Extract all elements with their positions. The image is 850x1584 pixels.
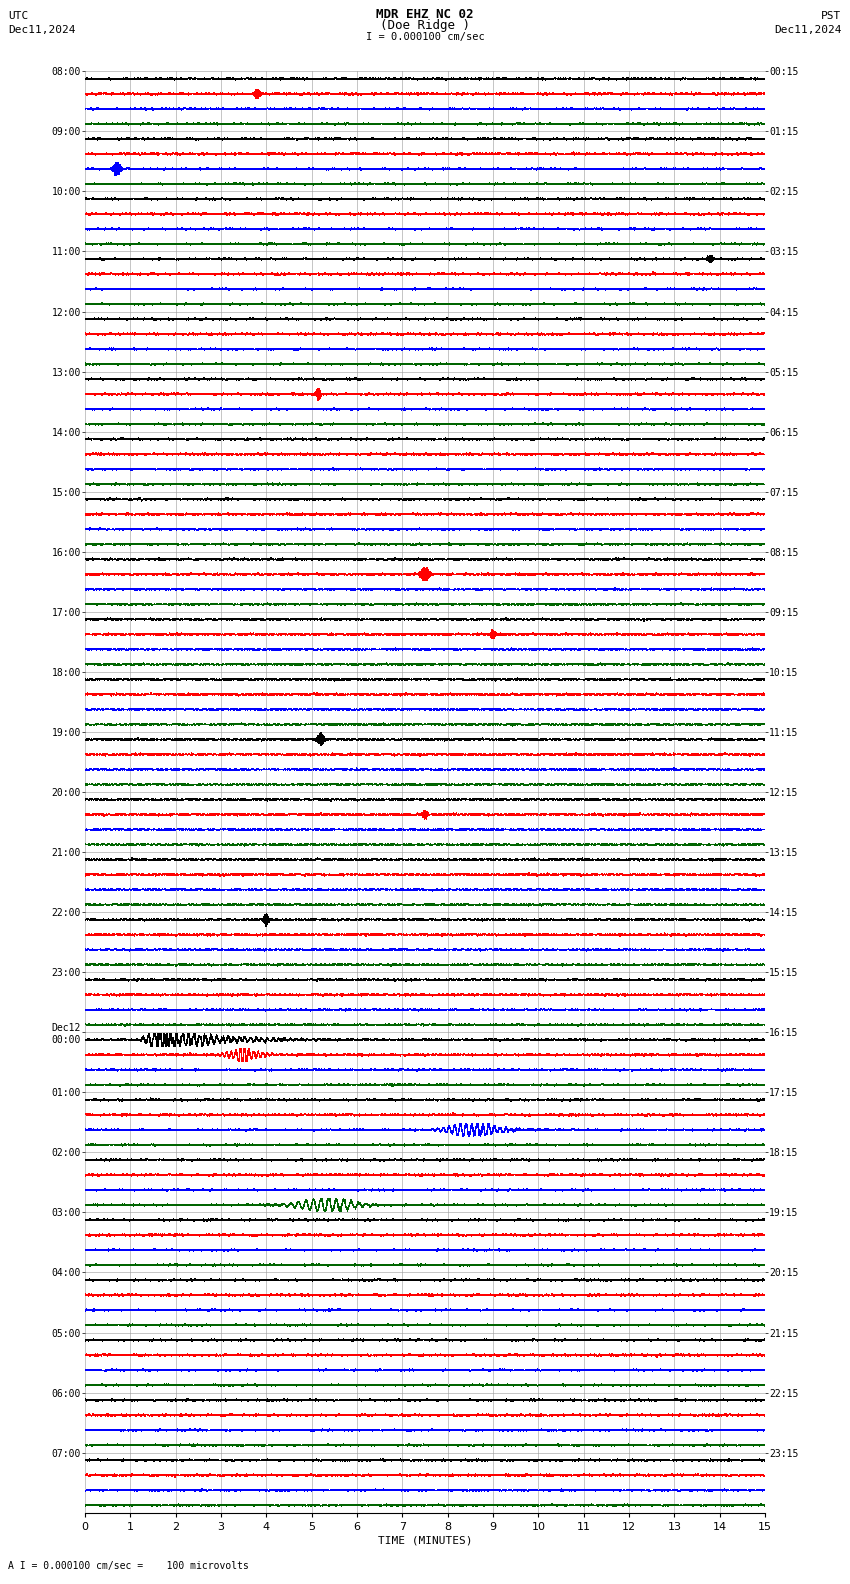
Text: (Doe Ridge ): (Doe Ridge ) [380,19,470,32]
Text: PST: PST [821,11,842,21]
Text: A I = 0.000100 cm/sec =    100 microvolts: A I = 0.000100 cm/sec = 100 microvolts [8,1562,249,1571]
Text: MDR EHZ NC 02: MDR EHZ NC 02 [377,8,473,21]
Text: Dec11,2024: Dec11,2024 [8,25,76,35]
X-axis label: TIME (MINUTES): TIME (MINUTES) [377,1536,473,1546]
Text: Dec11,2024: Dec11,2024 [774,25,842,35]
Text: UTC: UTC [8,11,29,21]
Text: I = 0.000100 cm/sec: I = 0.000100 cm/sec [366,32,484,41]
